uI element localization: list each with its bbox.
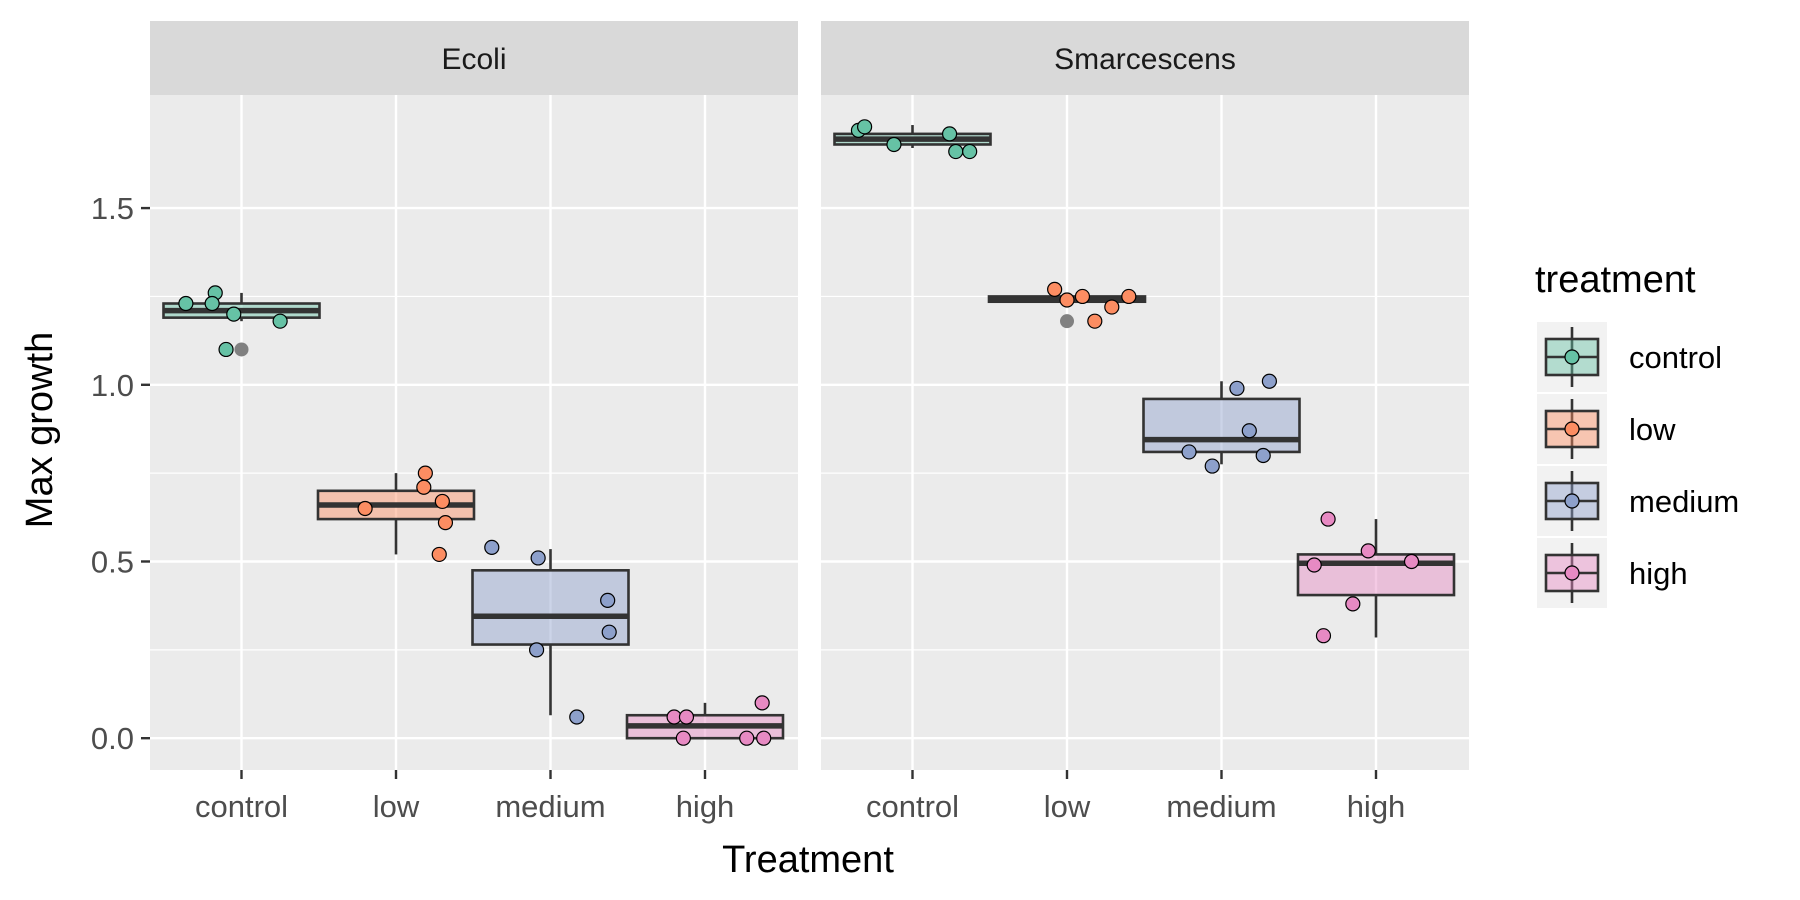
data-point-high	[678, 709, 695, 725]
data-point-high	[754, 695, 770, 711]
data-point-low	[417, 465, 433, 481]
data-point-high	[1306, 557, 1322, 573]
facet-strip-label: Ecoli	[441, 43, 506, 76]
data-point-high	[1315, 628, 1332, 644]
facet-strip	[821, 21, 1469, 95]
data-point-low	[1087, 313, 1103, 329]
data-point-low	[431, 546, 447, 563]
data-point-medium	[1204, 458, 1220, 474]
data-point-medium	[600, 592, 616, 608]
legend-key-point	[1564, 349, 1580, 365]
data-point-medium	[1181, 444, 1197, 460]
x-tick-label: control	[866, 789, 959, 824]
x-tick-label: medium	[1166, 789, 1276, 824]
data-point-control	[948, 143, 964, 160]
y-tick-label: 0.5	[91, 544, 134, 579]
x-tick-label: high	[676, 789, 735, 824]
box-control	[833, 125, 992, 149]
data-point-medium	[528, 642, 545, 658]
legend-label: high	[1629, 556, 1688, 591]
outlier-point	[234, 342, 249, 357]
data-point-control	[941, 126, 958, 142]
panel-background	[150, 95, 798, 770]
x-tick-label: control	[195, 789, 288, 824]
x-tick-label: low	[1044, 789, 1091, 824]
data-point-low	[416, 479, 432, 495]
y-axis: 0.0 0.5 1.0 1.5	[91, 191, 150, 756]
y-tick-label: 0.0	[91, 721, 134, 756]
legend-item-medium: medium	[1537, 466, 1739, 536]
data-point-medium	[484, 539, 500, 555]
legend-title: treatment	[1535, 259, 1696, 301]
data-point-control	[178, 295, 194, 312]
data-point-low	[1121, 288, 1137, 305]
data-point-low	[1047, 281, 1063, 297]
box-iqr	[1142, 397, 1301, 454]
data-point-control	[962, 143, 978, 160]
data-point-low	[1074, 288, 1091, 305]
legend-key-point	[1564, 421, 1580, 437]
facet-strip-label: Smarcescens	[1054, 43, 1236, 76]
data-point-high	[739, 730, 755, 746]
data-point-low	[434, 493, 450, 510]
data-point-high	[756, 730, 772, 746]
data-point-medium	[1255, 447, 1271, 464]
legend-key-point	[1564, 565, 1580, 581]
data-point-low	[1059, 292, 1075, 308]
data-point-medium	[1229, 380, 1245, 396]
data-point-high	[1320, 511, 1336, 527]
data-point-medium	[601, 624, 617, 640]
y-tick-label: 1.5	[91, 191, 134, 226]
data-point-control	[886, 136, 902, 153]
data-point-high	[675, 730, 691, 746]
legend-label: control	[1629, 340, 1722, 375]
legend-item-control: control	[1537, 322, 1722, 392]
data-point-medium	[1241, 423, 1257, 439]
data-point-medium	[1261, 373, 1277, 389]
box-medium	[1142, 381, 1301, 465]
panel-smarcescens: Smarcescens control low medium high	[821, 21, 1469, 824]
legend-keys: control low medium high	[1537, 322, 1739, 608]
data-point-control	[226, 306, 242, 322]
data-point-high	[1345, 596, 1361, 612]
data-point-high	[1360, 543, 1376, 559]
legend-label: low	[1629, 412, 1676, 447]
data-point-low	[437, 515, 454, 531]
x-tick-label: low	[373, 789, 420, 824]
data-point-high	[1403, 553, 1420, 570]
data-point-control	[204, 295, 220, 312]
x-tick-label: high	[1347, 789, 1406, 824]
panel-ecoli: Ecoli control low medium high	[150, 21, 798, 824]
x-tick-label: medium	[495, 789, 605, 824]
facet-strip	[150, 21, 798, 95]
facet-panels: Ecoli control low medium high Smarcescens cont…	[150, 21, 1469, 824]
data-point-control	[218, 341, 234, 358]
legend-label: medium	[1629, 484, 1739, 519]
legend-item-low: low	[1537, 394, 1676, 464]
legend: treatment control low medium high	[1535, 259, 1739, 608]
box-high	[1296, 519, 1456, 638]
data-point-medium	[569, 709, 585, 725]
data-point-control	[272, 313, 288, 329]
outlier-point	[1060, 314, 1074, 329]
x-axis-title: Treatment	[722, 839, 894, 881]
data-point-control	[857, 119, 873, 135]
data-point-low	[1104, 299, 1120, 315]
legend-key-point	[1564, 493, 1580, 509]
y-axis-title: Max growth	[19, 332, 61, 528]
data-point-low	[357, 500, 373, 517]
data-point-medium	[530, 550, 546, 566]
legend-item-high: high	[1537, 538, 1688, 608]
y-tick-label: 1.0	[91, 368, 134, 403]
